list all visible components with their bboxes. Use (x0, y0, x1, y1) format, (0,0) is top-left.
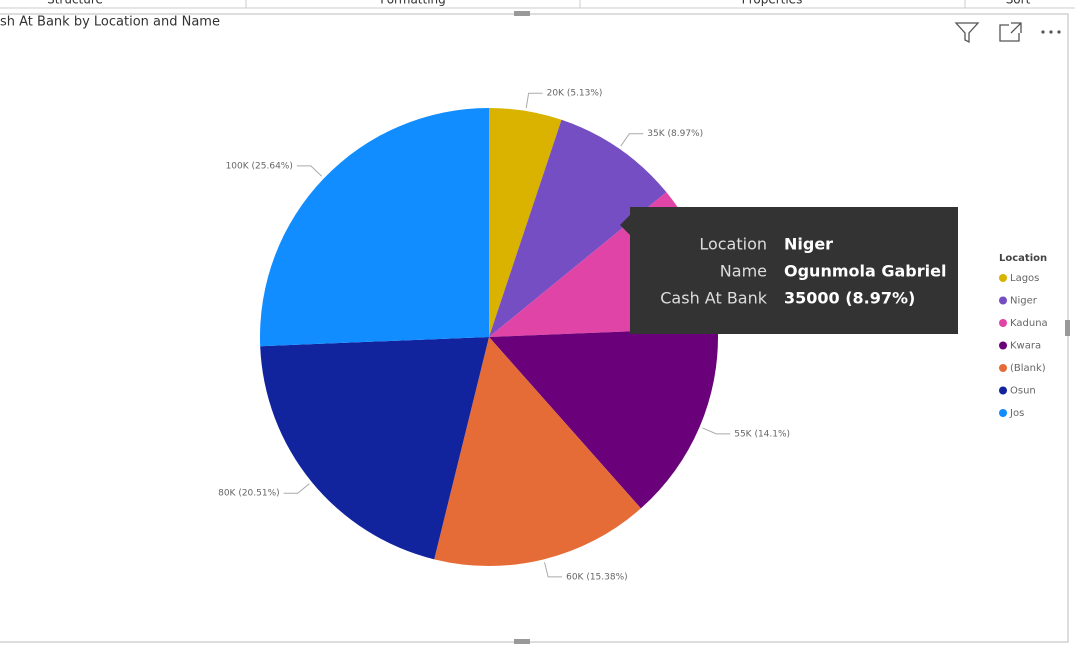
tooltip-key: Location (699, 235, 767, 254)
chart-title: sh At Bank by Location and Name (0, 15, 220, 30)
tooltip-key: Name (720, 262, 767, 281)
tab-bar (0, 0, 1075, 8)
leader-line (525, 92, 543, 109)
legend-marker (999, 409, 1007, 417)
tooltip-value: Ogunmola Gabriel (784, 262, 946, 281)
tooltip-pointer (620, 215, 630, 235)
leader-line (296, 165, 323, 177)
legend-label: Kwara (1010, 341, 1041, 352)
leader-line (283, 483, 310, 494)
legend-label: Kaduna (1010, 318, 1048, 329)
focus-icon[interactable] (999, 22, 1022, 42)
legend-marker (999, 364, 1007, 372)
tooltip-box (630, 207, 958, 334)
legend-label: Niger (1010, 296, 1038, 307)
legend-marker (999, 296, 1007, 305)
legend-label: Osun (1010, 386, 1036, 397)
leader-line (620, 133, 644, 147)
pie-slice (489, 327, 718, 509)
pie-slice (260, 337, 489, 560)
resize-handle[interactable] (514, 639, 530, 644)
tooltip-value: 35000 (8.97%) (784, 289, 915, 308)
tab[interactable]: Formatting (380, 0, 446, 7)
legend-label: Lagos (1010, 273, 1039, 284)
legend-label: Jos (1009, 408, 1024, 419)
leader-line (702, 427, 731, 435)
data-label: 55K (14.1%) (734, 429, 790, 439)
tooltip-key: Cash At Bank (660, 289, 767, 308)
legend-marker (999, 341, 1007, 350)
data-label: 100K (25.64%) (226, 161, 293, 171)
pie-slice (434, 337, 641, 566)
tab[interactable]: Sort (1006, 0, 1031, 7)
legend-marker (999, 274, 1007, 282)
pie-slice (489, 108, 562, 337)
filter-icon[interactable] (954, 22, 980, 44)
legend-title: Location (999, 253, 1047, 264)
data-label: 20K (5.13%) (547, 89, 603, 99)
tooltip: Location Niger Name Ogunmola Gabriel Cash At… (620, 207, 958, 334)
legend-marker (999, 386, 1007, 395)
resize-handle[interactable] (514, 11, 530, 16)
pie-slice (260, 108, 489, 347)
legend-label: (Blank) (1010, 363, 1046, 374)
legend-marker (999, 319, 1007, 327)
data-label: 35K (8.97%) (647, 129, 703, 139)
resize-handle[interactable] (1065, 320, 1070, 336)
data-label: 80K (20.51%) (218, 489, 280, 499)
tooltip-value: Niger (784, 235, 833, 254)
data-label: 60K (15.38%) (566, 572, 628, 582)
leader-line (544, 562, 563, 578)
tab[interactable]: Properties (742, 0, 803, 7)
more-options-icon[interactable] (1041, 30, 1061, 34)
tab[interactable]: Structure (47, 0, 103, 7)
pie-slice (489, 119, 667, 337)
